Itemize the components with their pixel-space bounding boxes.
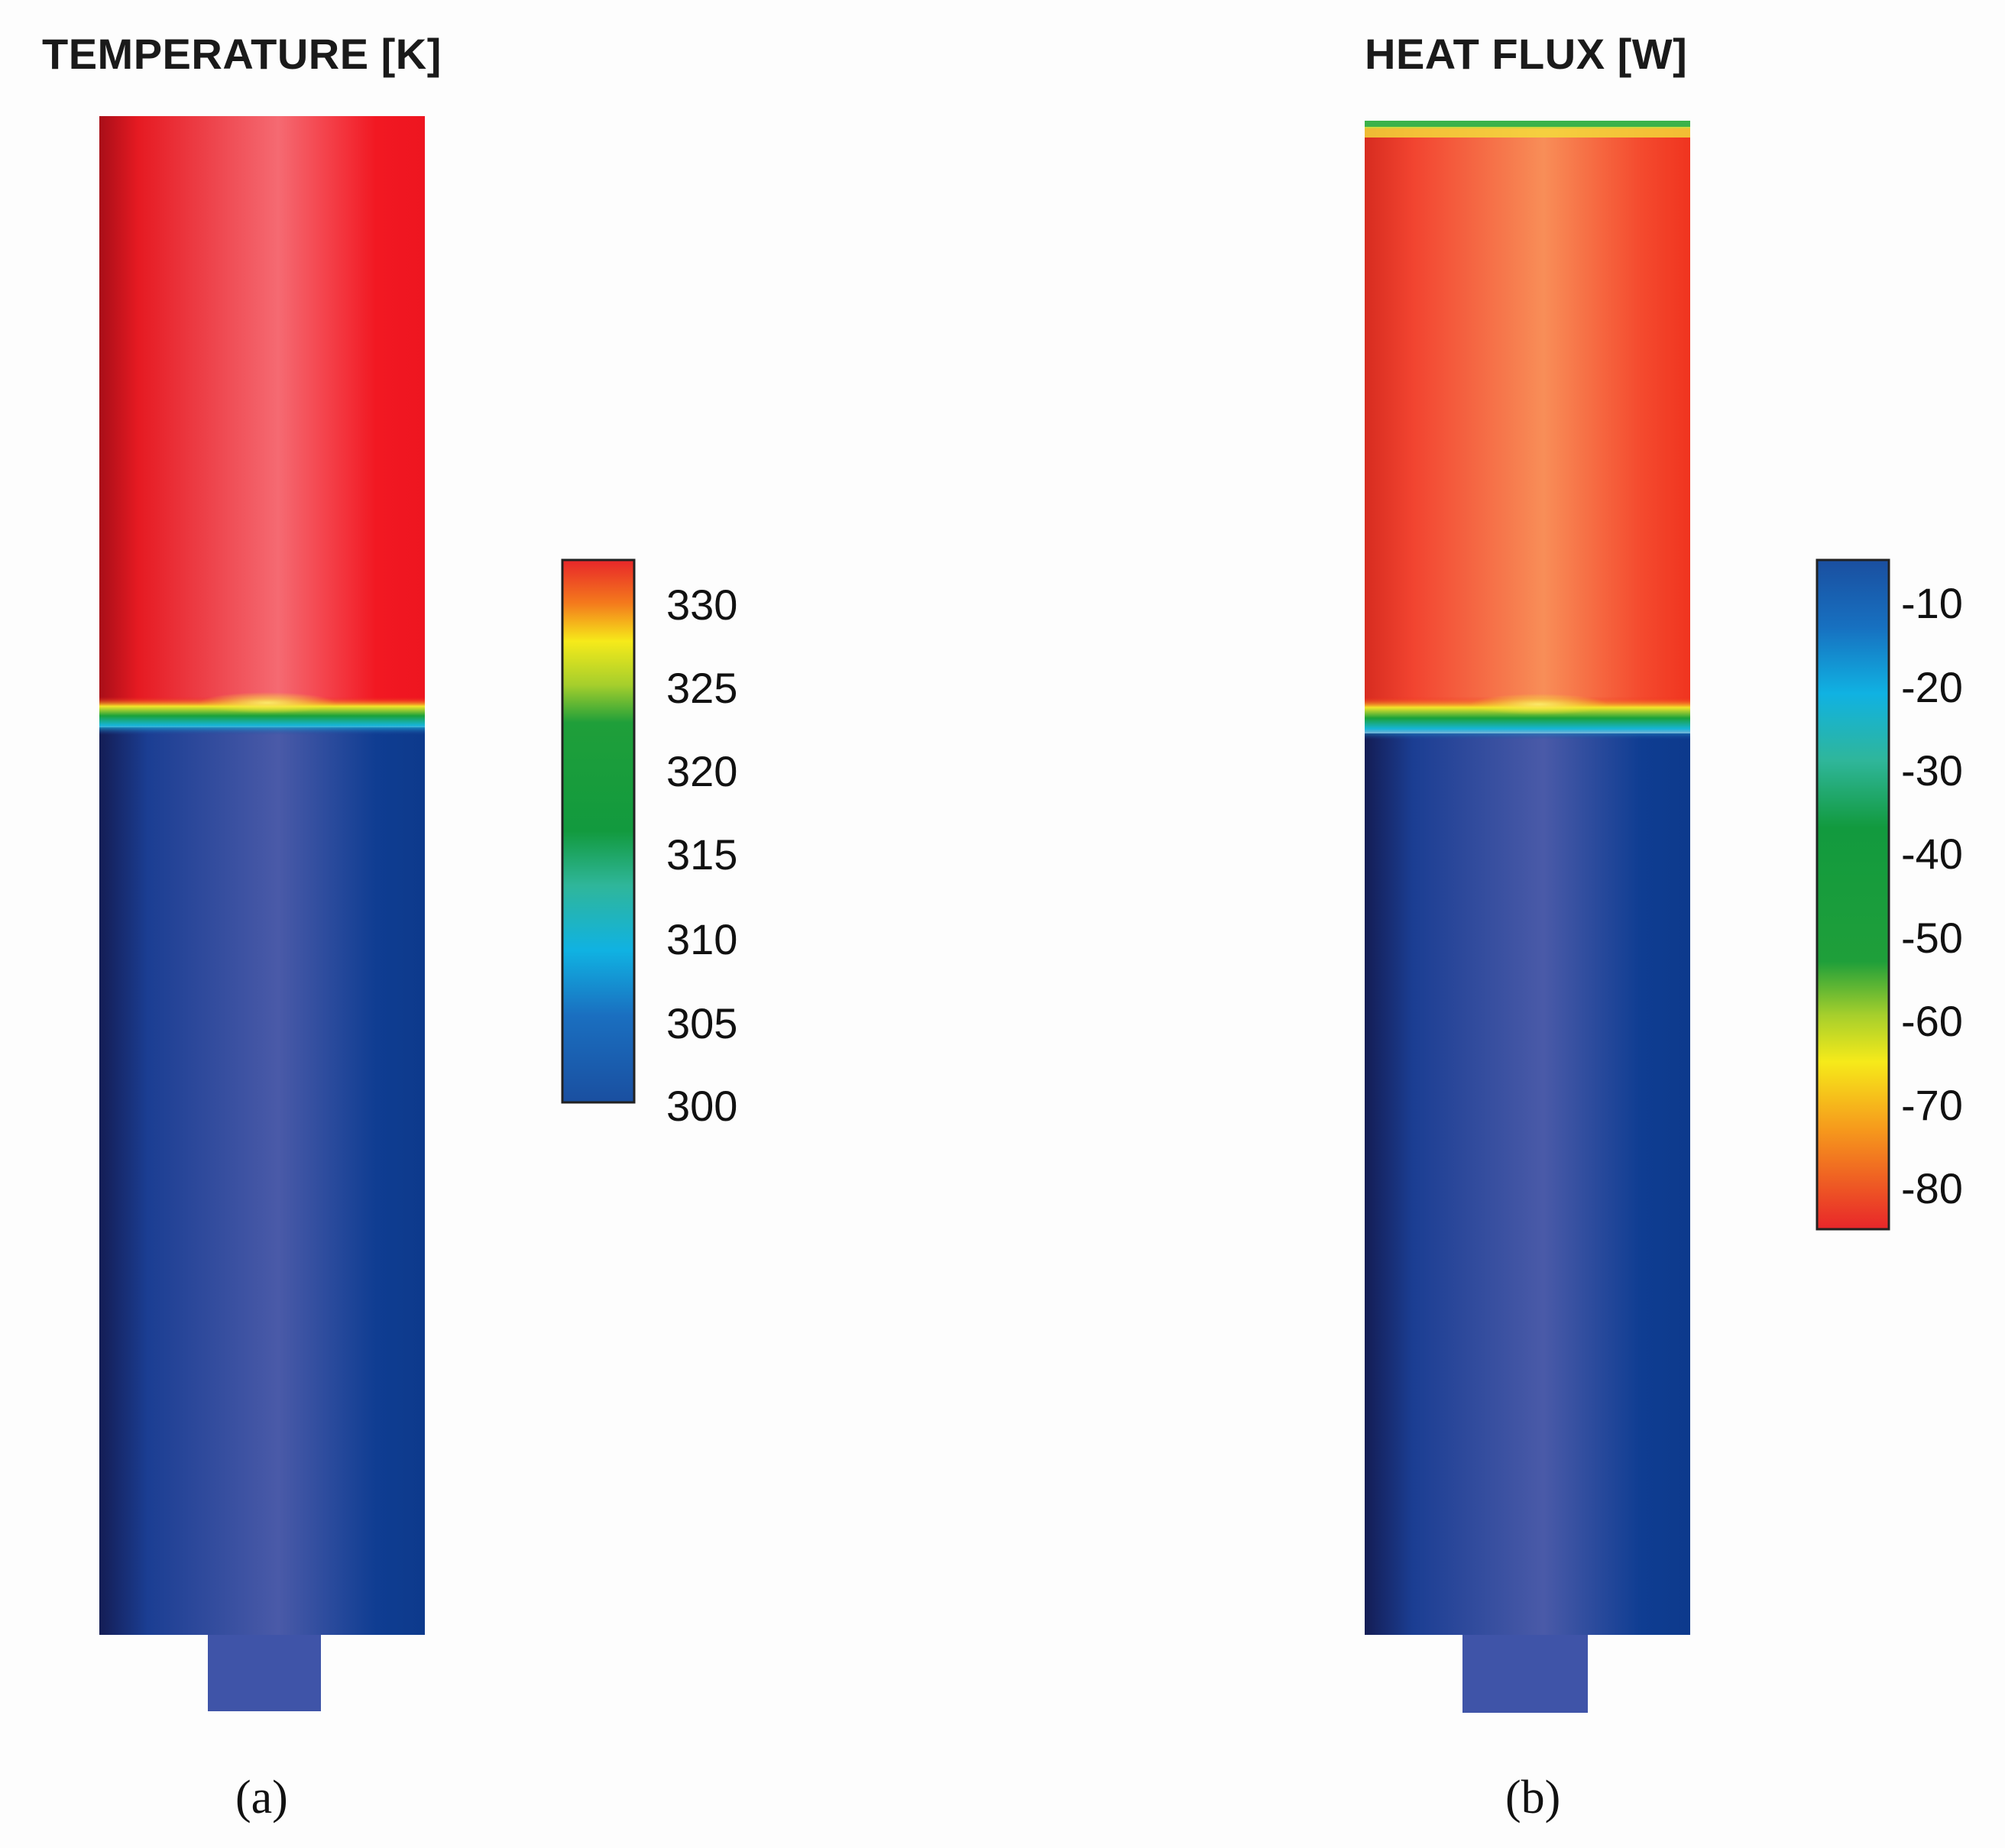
tick-label: 325: [666, 664, 738, 712]
tick-label: -60: [1901, 997, 1963, 1045]
tick-label: 310: [666, 915, 738, 963]
tick-label: 320: [666, 747, 738, 795]
interface-bump-a: [199, 692, 336, 714]
panel-caption-b: (b): [1505, 1772, 1561, 1824]
heat-flux-title: HEAT FLUX [W]: [1365, 30, 1688, 78]
tick-label: -20: [1901, 663, 1963, 711]
heat-flux-cylinder: [1365, 121, 1690, 1713]
tick-label: -70: [1901, 1081, 1963, 1129]
temperature-title: TEMPERATURE [K]: [42, 30, 442, 78]
cold-region-a: [99, 727, 425, 1635]
outlet-pipe-b: [1462, 1635, 1588, 1713]
tick-label: 300: [666, 1082, 738, 1130]
hot-region-a: [99, 116, 425, 712]
tick-label: 315: [666, 830, 738, 879]
tick-label: 330: [666, 581, 738, 629]
top-rim-b: [1365, 121, 1690, 128]
tick-label: 305: [666, 999, 738, 1047]
temperature-colorbar: [561, 558, 636, 1104]
tick-label: -30: [1901, 746, 1963, 795]
hot-region-b: [1365, 121, 1690, 712]
tick-label: -80: [1901, 1164, 1963, 1212]
tick-label: -40: [1901, 830, 1963, 878]
cold-region-b: [1365, 733, 1690, 1635]
heat-flux-colorbar: [1816, 558, 1890, 1231]
top-rim-yellow-b: [1365, 127, 1690, 138]
panel-caption-a: (a): [235, 1772, 288, 1824]
tick-label: -50: [1901, 914, 1963, 962]
tick-label: -10: [1901, 579, 1963, 627]
outlet-pipe-a: [208, 1635, 321, 1711]
interface-bump-b: [1470, 694, 1608, 715]
temperature-cylinder: [99, 116, 425, 1711]
